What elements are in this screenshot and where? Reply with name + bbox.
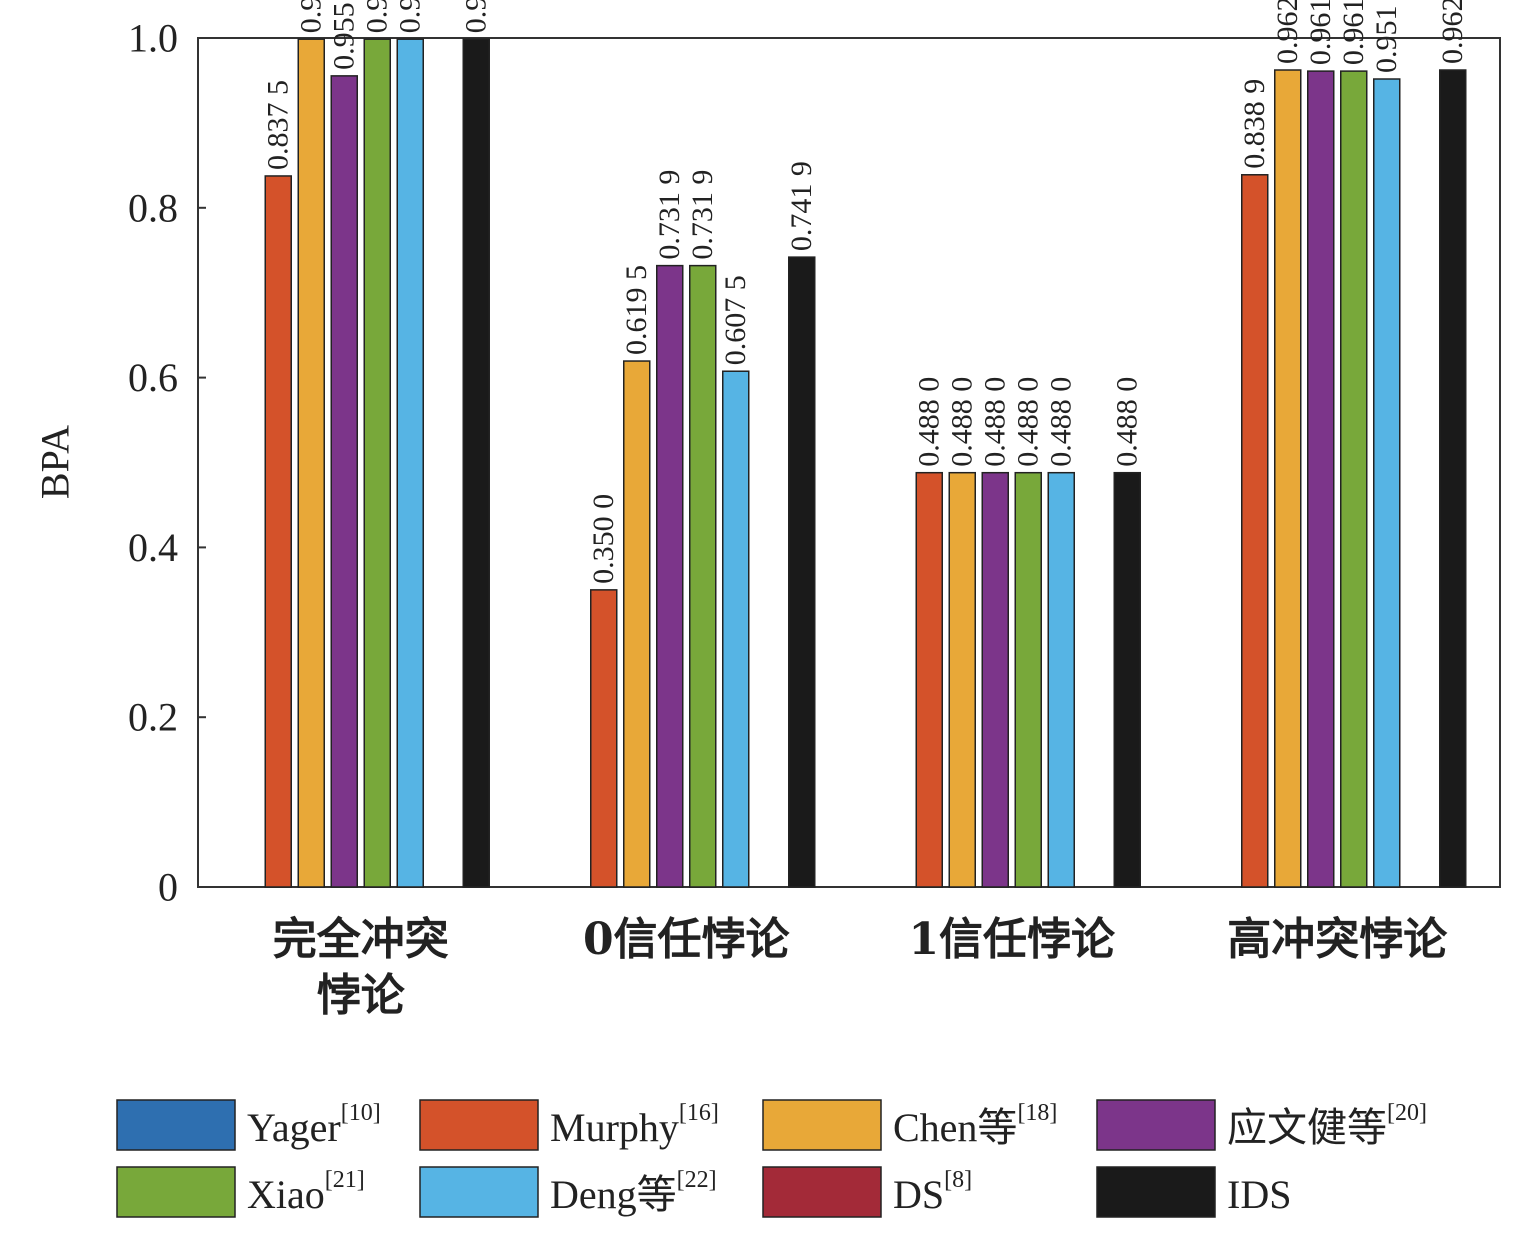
bar <box>590 589 618 888</box>
x-tick-label: 0信任悖论 <box>582 914 790 965</box>
data-label: 0.741 9 <box>785 161 818 251</box>
bar <box>1373 78 1401 888</box>
legend-ref: [8] <box>944 1167 972 1193</box>
bar <box>462 38 490 888</box>
x-tick-label: 1信任悖论 <box>908 914 1116 965</box>
legend-swatch <box>419 1099 539 1151</box>
bar <box>363 38 391 888</box>
legend-name: DS <box>893 1172 944 1217</box>
legend-label: 应文健等[20] <box>1227 1100 1427 1150</box>
bar <box>1241 174 1269 888</box>
legend-name: Chen等 <box>893 1105 1017 1150</box>
legend-label: Yager[10] <box>247 1100 381 1150</box>
legend-ref: [10] <box>341 1100 381 1126</box>
data-label: 0.731 9 <box>686 170 719 260</box>
data-label: 0.488 0 <box>1012 377 1045 467</box>
legend-swatch <box>762 1099 882 1151</box>
data-label: 0.619 5 <box>620 265 653 355</box>
data-label: 0.607 5 <box>719 275 752 365</box>
bar <box>396 38 424 888</box>
bar <box>689 264 717 888</box>
legend-name: 应文健等 <box>1227 1105 1387 1150</box>
y-tick-label: 0.8 <box>128 185 178 230</box>
bar <box>623 360 651 888</box>
legend-name: Yager <box>247 1105 341 1150</box>
data-label: 0.998 6 <box>361 0 394 33</box>
bar <box>330 75 358 888</box>
data-label: 0.488 0 <box>1045 377 1078 467</box>
bar <box>1274 69 1302 888</box>
x-tick-label: 完全冲突 悖论 <box>272 914 449 1021</box>
y-tick-label: 1.0 <box>128 16 178 61</box>
legend-swatch <box>419 1166 539 1218</box>
y-tick-label: 0 <box>158 865 178 910</box>
bar <box>1113 471 1141 888</box>
bar <box>656 264 684 888</box>
bar <box>915 471 943 888</box>
legend-swatch <box>1096 1099 1216 1151</box>
bar <box>1439 69 1467 888</box>
data-label: 0.350 0 <box>587 494 620 584</box>
data-label: 0.962 3 <box>1436 0 1469 64</box>
legend-swatch <box>116 1166 236 1218</box>
data-label: 0.488 0 <box>913 377 946 467</box>
data-label: 0.962 3 <box>1271 0 1304 64</box>
legend-label: Murphy[16] <box>550 1100 719 1150</box>
data-label: 0.955 4 <box>328 0 361 70</box>
bar <box>722 370 750 888</box>
data-label: 0.951 7 <box>1370 0 1403 73</box>
legend-name: IDS <box>1227 1172 1291 1217</box>
bar <box>788 256 816 888</box>
legend-swatch <box>1096 1166 1216 1218</box>
bar <box>1340 70 1368 888</box>
y-tick-label: 0.2 <box>128 695 178 740</box>
bar <box>981 471 1009 888</box>
data-label: 0.488 0 <box>946 377 979 467</box>
data-label: 0.961 0 <box>1304 0 1337 65</box>
legend-label: Deng等[22] <box>550 1167 717 1217</box>
legend-name: Murphy <box>550 1105 679 1150</box>
legend-ref: [20] <box>1387 1100 1427 1126</box>
data-label: 0.838 9 <box>1238 79 1271 169</box>
legend-ref: [16] <box>679 1100 719 1126</box>
plot-frame <box>197 37 1501 888</box>
data-label: 0.998 6 <box>394 0 427 33</box>
legend-ref: [18] <box>1017 1100 1057 1126</box>
legend-name: Xiao <box>247 1172 325 1217</box>
legend-label: Chen等[18] <box>893 1100 1057 1150</box>
legend-ref: [22] <box>677 1167 717 1193</box>
data-label: 0.998 6 <box>460 0 493 33</box>
data-label: 0.488 0 <box>979 377 1012 467</box>
data-label: 0.998 6 <box>295 0 328 33</box>
bar <box>264 175 292 888</box>
legend-label: Xiao[21] <box>247 1167 365 1217</box>
bar <box>1307 70 1335 888</box>
bar <box>1047 471 1075 888</box>
legend-label: DS[8] <box>893 1167 972 1217</box>
legend-swatch <box>762 1166 882 1218</box>
legend-label: IDS <box>1227 1172 1291 1217</box>
y-tick-label: 0.6 <box>128 355 178 400</box>
bar <box>297 38 325 888</box>
bar <box>948 471 976 888</box>
x-tick-label: 高冲突悖论 <box>1227 914 1448 965</box>
legend-name: Deng等 <box>550 1172 677 1217</box>
bar <box>1014 471 1042 888</box>
data-label: 0.731 9 <box>653 170 686 260</box>
data-label: 0.488 0 <box>1111 377 1144 467</box>
legend-ref: [21] <box>325 1167 365 1193</box>
data-label: 0.961 0 <box>1337 0 1370 65</box>
y-tick-label: 0.4 <box>128 525 178 570</box>
legend-swatch <box>116 1099 236 1151</box>
data-label: 0.837 5 <box>262 80 295 170</box>
y-axis-label: BPA <box>33 425 78 499</box>
